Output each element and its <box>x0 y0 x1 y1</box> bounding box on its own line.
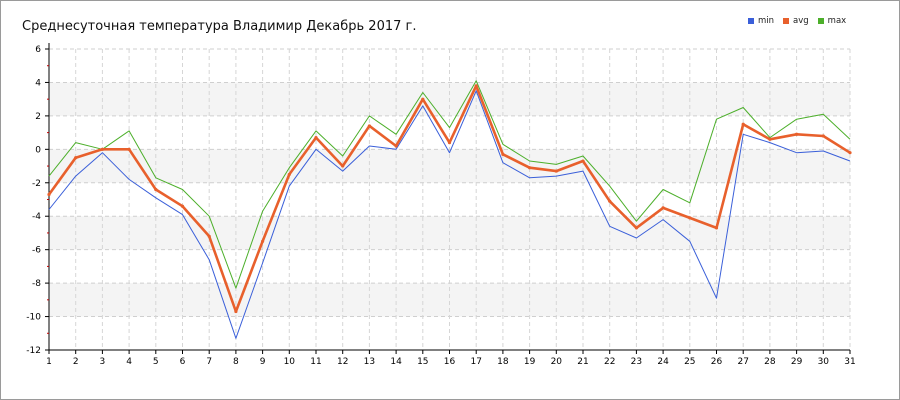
y-tick-label: -6 <box>32 246 41 256</box>
x-tick-label: 16 <box>444 357 456 367</box>
legend-item-min: min <box>748 16 774 26</box>
data-point-avg <box>848 151 852 155</box>
x-tick-label: 6 <box>180 357 186 367</box>
chart-title: Среднесуточная температура Владимир Дека… <box>22 19 417 34</box>
y-tick-label: -2 <box>32 179 41 189</box>
data-point-avg <box>367 124 371 128</box>
data-point-avg <box>261 239 265 243</box>
x-tick-label: 3 <box>100 357 106 367</box>
x-tick-label: 15 <box>417 357 428 367</box>
x-tick-label: 27 <box>737 357 748 367</box>
series-line-max <box>48 80 851 289</box>
data-point-avg <box>287 172 291 177</box>
data-point-avg <box>501 152 505 156</box>
y-tick-label: -12 <box>26 346 41 356</box>
x-tick-label: 9 <box>260 357 266 367</box>
y-tick-label: 0 <box>35 145 41 155</box>
x-tick-label: 29 <box>791 357 803 367</box>
x-tick-label: 13 <box>364 357 375 367</box>
data-point-avg <box>314 136 318 140</box>
y-tick-label: -4 <box>32 212 41 222</box>
data-point-avg <box>661 206 665 210</box>
data-point-avg <box>74 156 78 160</box>
x-tick-label: 12 <box>337 357 348 367</box>
y-tick-label: 4 <box>35 78 41 88</box>
x-tick-label: 5 <box>153 357 159 367</box>
legend-item-avg: avg <box>783 16 809 26</box>
x-tick-label: 31 <box>844 357 855 367</box>
data-point-avg <box>127 147 131 151</box>
data-point-avg <box>341 164 345 168</box>
x-tick-label: 23 <box>631 357 642 367</box>
legend-label-min: min <box>758 16 775 26</box>
x-tick-label: 10 <box>284 357 296 367</box>
x-tick-label: 30 <box>818 357 830 367</box>
data-point-avg <box>154 187 158 192</box>
x-tick-label: 4 <box>126 357 132 367</box>
x-tick-label: 22 <box>604 357 615 367</box>
data-point-avg <box>795 132 799 136</box>
data-point-avg <box>180 204 185 208</box>
x-tick-label: 26 <box>711 357 723 367</box>
data-point-avg <box>688 216 692 220</box>
data-point-avg <box>581 159 585 163</box>
data-point-avg <box>474 84 478 88</box>
legend-item-max: max <box>817 16 847 26</box>
x-tick-label: 20 <box>551 357 563 367</box>
x-tick-label: 1 <box>46 357 52 367</box>
x-tick-label: 28 <box>764 357 776 367</box>
data-point-avg <box>528 166 532 170</box>
legend-label-avg: avg <box>793 16 809 26</box>
legend: min avg max <box>748 16 846 26</box>
x-tick-label: 2 <box>73 357 79 367</box>
legend-swatch-max <box>817 18 824 24</box>
data-point-avg <box>447 141 452 145</box>
data-point-avg <box>714 226 719 230</box>
x-tick-label: 21 <box>577 357 588 367</box>
data-point-avg <box>421 97 425 101</box>
x-tick-label: 24 <box>657 357 669 367</box>
legend-label-max: max <box>827 16 847 26</box>
y-tick-label: 2 <box>35 112 41 122</box>
data-point-avg <box>47 192 51 197</box>
x-tick-label: 14 <box>390 357 402 367</box>
y-tick-label: -10 <box>26 313 41 323</box>
x-tick-label: 7 <box>206 357 212 367</box>
data-point-avg <box>821 134 825 138</box>
y-tick-label: 6 <box>35 45 41 55</box>
series-line-min <box>48 90 851 339</box>
x-tick-label: 8 <box>233 357 239 367</box>
data-point-avg <box>554 169 558 173</box>
x-tick-label: 17 <box>470 357 481 367</box>
data-point-avg <box>394 144 398 148</box>
y-tick-label: -8 <box>32 279 41 289</box>
x-tick-label: 25 <box>684 357 695 367</box>
x-tick-label: 11 <box>310 357 321 367</box>
x-tick-label: 19 <box>524 357 536 367</box>
legend-swatch-min <box>748 18 754 24</box>
data-point-avg <box>608 199 612 203</box>
legend-swatch-avg <box>783 18 790 24</box>
data-point-avg <box>234 309 238 314</box>
data-point-avg <box>768 137 772 141</box>
data-point-avg <box>741 122 745 126</box>
data-point-avg <box>207 234 211 238</box>
data-point-avg <box>100 147 104 151</box>
x-tick-label: 18 <box>497 357 509 367</box>
data-point-avg <box>634 226 639 230</box>
